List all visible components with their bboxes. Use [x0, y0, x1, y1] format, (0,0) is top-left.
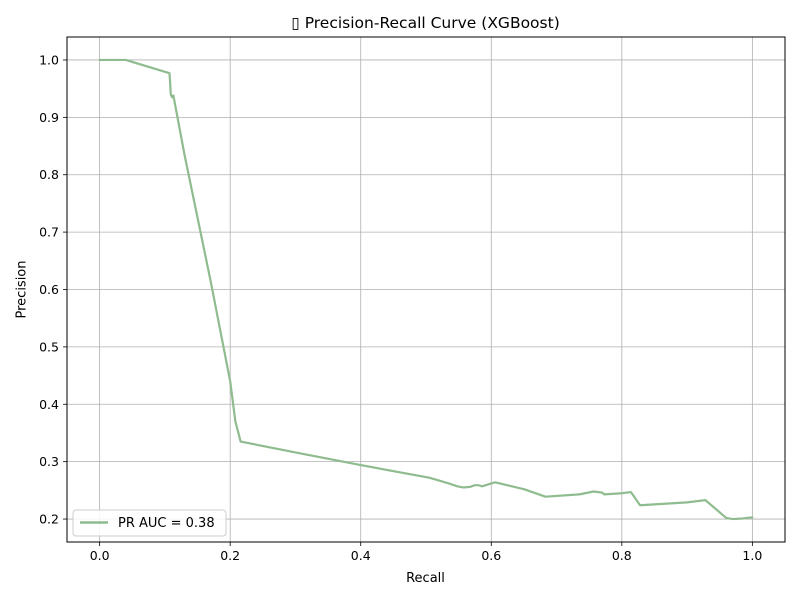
x-axis-label: Recall: [406, 571, 445, 586]
series-layer: [98, 58, 754, 521]
grid: [67, 37, 785, 542]
y-axis-label: Precision: [15, 260, 30, 318]
axis-ticks: 0.0 0.2 0.4 0.6 0.8 1.0 0.2 0.3 0.4 0.5 0.6 0.7 0.8 0…: [39, 52, 762, 563]
y-tick-label: 0.8: [39, 167, 59, 182]
y-tick-label: 0.5: [39, 339, 59, 354]
chart-title: ▯ Precision-Recall Curve (XGBoost): [291, 14, 560, 32]
pr-curve-line: [98, 58, 754, 521]
legend-label: PR AUC = 0.38: [118, 516, 215, 531]
x-tick-label: 0.8: [612, 548, 632, 563]
x-tick-label: 0.2: [220, 548, 240, 563]
x-tick-label: 0.0: [90, 548, 110, 563]
x-tick-label: 0.4: [351, 548, 371, 563]
legend: PR AUC = 0.38: [72, 509, 227, 537]
y-tick-label: 0.2: [39, 512, 59, 527]
x-tick-label: 0.6: [481, 548, 501, 563]
y-tick-label: 0.3: [39, 454, 59, 469]
y-tick-label: 0.6: [39, 282, 59, 297]
y-tick-label: 0.9: [39, 110, 59, 125]
y-tick-label: 0.4: [39, 397, 59, 412]
legend-box: [72, 509, 227, 537]
y-tick-label: 1.0: [39, 52, 59, 67]
x-tick-label: 1.0: [742, 548, 762, 563]
y-tick-label: 0.7: [39, 225, 59, 240]
